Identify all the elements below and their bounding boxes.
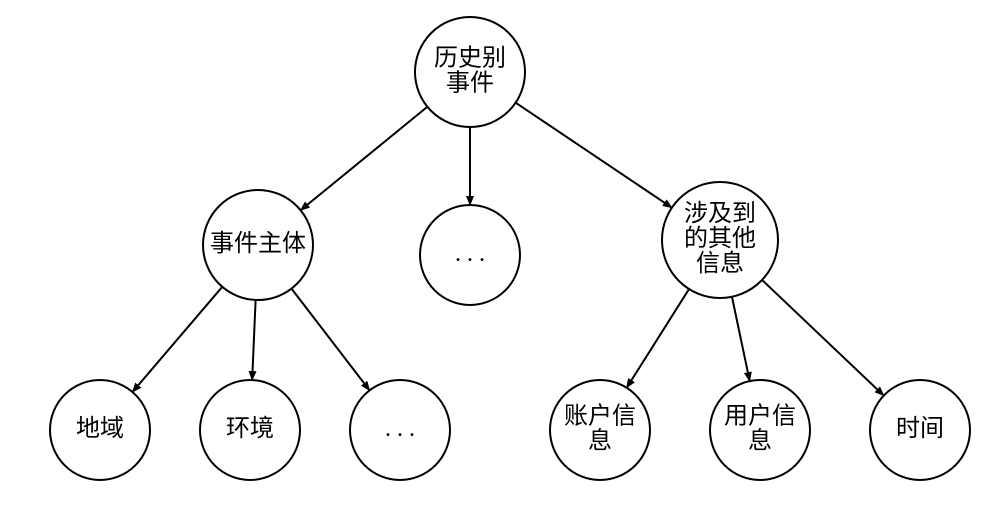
node-env: 环境 (200, 380, 300, 480)
node-dots1: . . . (420, 205, 520, 305)
tree-diagram: 历史别事件事件主体 . . . 涉及到的其他信息地域 环境 . . . 账户信息用户信息 时… (0, 0, 1000, 508)
node-label-time: 时间 (896, 415, 944, 442)
node-geo: 地域 (50, 380, 150, 480)
edge-root-other (516, 103, 672, 208)
node-label-dots2: . . . (385, 416, 415, 442)
node-root: 历史别事件 (415, 17, 525, 127)
edge-root-subj (301, 107, 428, 210)
node-label-subj: 事件主体 (210, 230, 306, 257)
edge-subj-geo (132, 287, 222, 392)
node-acct: 账户信息 (550, 380, 650, 480)
edge-other-user (732, 297, 750, 381)
edge-subj-env (252, 300, 255, 380)
edge-subj-dots2 (291, 289, 369, 391)
node-user: 用户信息 (710, 380, 810, 480)
nodes-layer: 历史别事件事件主体 . . . 涉及到的其他信息地域 环境 . . . 账户信息用户信息 时… (50, 17, 970, 480)
node-dots2: . . . (350, 380, 450, 480)
node-label-dots1: . . . (455, 241, 485, 267)
node-label-geo: 地域 (76, 415, 124, 442)
node-subj: 事件主体 (203, 190, 313, 300)
node-other: 涉及到的其他信息 (662, 182, 778, 298)
edge-other-acct (627, 289, 689, 388)
edge-other-time (762, 280, 884, 396)
node-time: 时间 (870, 380, 970, 480)
node-label-env: 环境 (226, 415, 274, 442)
